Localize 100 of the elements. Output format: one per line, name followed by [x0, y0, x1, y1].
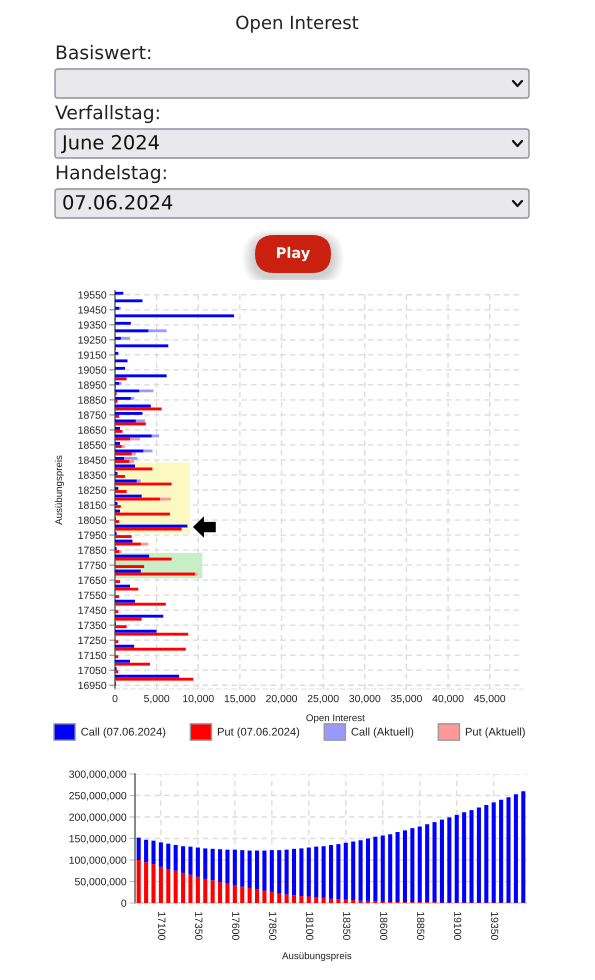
bar	[115, 414, 120, 418]
bar	[210, 880, 215, 903]
bar	[248, 888, 252, 903]
y-tick-label: 100,000,000	[70, 856, 126, 866]
y-tick-label: 18250	[78, 486, 106, 494]
bar	[115, 640, 118, 644]
bar	[115, 625, 127, 628]
x-tick-label: 18850	[416, 912, 424, 940]
bar	[115, 377, 127, 380]
bar	[255, 850, 260, 890]
y-tick-label: 200,000,000	[69, 814, 126, 822]
bar	[115, 528, 182, 530]
bar	[336, 899, 340, 903]
bar	[225, 884, 230, 903]
bar	[203, 878, 208, 903]
bar	[115, 412, 142, 415]
bar	[115, 382, 120, 385]
y-tick-label: 17850	[78, 546, 106, 554]
bar	[196, 876, 200, 903]
bar	[196, 848, 200, 877]
x-tick-label: 17350	[195, 912, 202, 940]
y-tick-label: 17250	[78, 636, 106, 644]
text: Verfallstag:	[55, 104, 159, 124]
bar	[136, 860, 141, 903]
bar	[232, 885, 237, 903]
bar	[454, 814, 459, 903]
y-tick-label: 18650	[78, 426, 106, 434]
x-tick-label: 17850	[269, 912, 276, 940]
bar	[284, 850, 289, 894]
bar	[447, 817, 452, 903]
bar	[284, 894, 289, 903]
bar	[144, 840, 148, 862]
bar	[115, 510, 120, 512]
text: Handelstag:	[56, 164, 166, 184]
bar	[115, 422, 146, 426]
bar	[306, 848, 311, 897]
bar	[158, 866, 163, 903]
bar	[115, 595, 120, 598]
text: June 2024	[60, 134, 159, 154]
bar	[418, 826, 422, 902]
bar	[115, 475, 125, 478]
bar	[115, 464, 135, 468]
bar	[115, 618, 142, 621]
bar	[210, 848, 215, 880]
bar	[115, 494, 142, 498]
x-tick-label: 25,000	[308, 694, 339, 704]
bar	[115, 655, 118, 658]
y-axis-title: Ausübungspreis	[54, 455, 64, 525]
bar	[166, 844, 170, 870]
bar	[344, 842, 348, 900]
bar	[314, 897, 318, 903]
y-tick-label: 18350	[78, 471, 106, 479]
bar	[188, 846, 193, 875]
text: Play	[277, 246, 310, 262]
bar	[115, 542, 141, 546]
y-tick-label: 16950	[78, 682, 106, 690]
x-tick-label: 45,000	[474, 694, 506, 704]
bar	[240, 886, 244, 903]
bar	[366, 838, 370, 901]
bar	[115, 570, 141, 573]
y-tick-label: 18750	[78, 411, 106, 419]
bar	[115, 558, 172, 561]
bar	[115, 670, 118, 674]
bar	[336, 844, 340, 900]
bar	[136, 838, 141, 860]
bar	[248, 850, 252, 888]
bar	[151, 840, 156, 864]
bar	[115, 505, 121, 508]
bar	[115, 419, 136, 422]
bar	[115, 614, 164, 618]
x-axis-title: Open Interest	[306, 714, 365, 724]
x-tick-label: 18600	[380, 912, 388, 940]
bar	[115, 482, 172, 486]
bar	[115, 535, 132, 538]
bar	[115, 610, 118, 614]
x-tick-label: 17600	[232, 912, 240, 940]
bar	[306, 896, 311, 903]
x-tick-label: 30,000	[349, 694, 380, 704]
bar	[299, 896, 304, 903]
bar	[322, 846, 326, 898]
x-tick-label: 20,000	[266, 694, 298, 704]
bar	[344, 900, 348, 903]
bar	[115, 584, 130, 588]
bar	[277, 894, 282, 903]
y-tick-label: 50,000,000	[74, 878, 126, 887]
bar	[262, 890, 266, 903]
y-tick-label: 17750	[78, 562, 106, 569]
text: Basiswert:	[56, 44, 150, 60]
y-tick-label: 150,000,000	[70, 835, 126, 844]
bar	[115, 359, 128, 362]
bar	[115, 580, 120, 584]
bar	[425, 824, 430, 902]
bar	[115, 468, 152, 470]
bar	[499, 800, 504, 903]
bar	[115, 426, 120, 430]
bar	[115, 430, 122, 433]
bar	[225, 850, 230, 884]
x-tick-label: 15,000	[224, 694, 256, 704]
bar	[115, 352, 118, 355]
bar	[314, 846, 318, 898]
